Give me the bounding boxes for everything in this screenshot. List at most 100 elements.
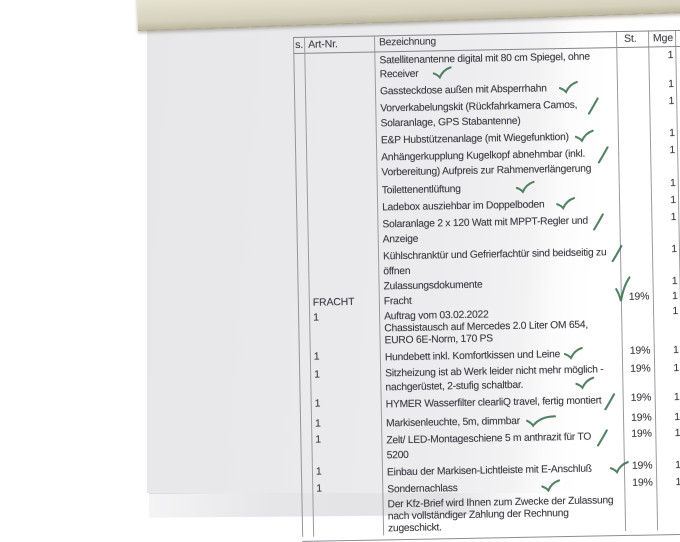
art-nr-cell: 1 [313, 479, 383, 497]
art-nr-cell [306, 99, 377, 132]
checkmark-icon [432, 66, 451, 79]
checkmark-icon [603, 393, 615, 410]
qty-cell: 1 [655, 342, 680, 360]
tax-cell: 19% [623, 360, 656, 390]
art-nr-cell: 1 [312, 394, 382, 415]
order-table: s. Art-Nr. Bezeichnung St. Mge Satellite… [293, 30, 680, 542]
qty-cell: 1 [656, 425, 680, 458]
tax-cell: 19% [624, 389, 656, 410]
pos-cell [301, 464, 313, 481]
pos-cell [300, 431, 313, 463]
header-pos: s. [293, 38, 305, 53]
header-edge [676, 31, 680, 46]
item-description: Kühlschranktür und Gefrierfachtür sind b… [379, 242, 622, 279]
art-nr-cell: 1 [312, 414, 382, 431]
art-nr-cell [307, 131, 377, 149]
tax-cell [621, 241, 654, 274]
table-row: Der Kfz-Brief wird Ihnen zum Zwecke der … [301, 491, 680, 537]
pos-cell [296, 216, 309, 248]
header-art-nr: Art-Nr. [305, 36, 375, 52]
item-description: Zelt/ LED-Montageschiene 5 m anthrazit f… [382, 426, 625, 463]
checkmark-icon [564, 347, 583, 360]
art-nr-cell: FRACHT [310, 293, 380, 309]
qty-cell: 1 [653, 241, 680, 274]
checkmark-icon [596, 429, 608, 446]
qty-cell: 1 [654, 303, 680, 343]
qty-cell: 1 [657, 474, 680, 492]
tax-cell [617, 47, 650, 77]
checkmark-icon [559, 81, 578, 94]
qty-cell: 1 [651, 142, 679, 175]
qty-cell: 1 [652, 192, 679, 210]
tax-cell [618, 77, 650, 95]
checkmark-icon [597, 147, 609, 164]
qty-cell: 1 [652, 175, 679, 193]
art-nr-cell: 1 [312, 430, 383, 463]
pos-cell [295, 149, 308, 181]
pos-cell [301, 481, 313, 498]
checkmark-icon [526, 414, 556, 428]
checkmark-icon [575, 376, 594, 389]
item-description: Satellitenantenne digital mit 80 cm Spie… [375, 48, 617, 82]
tax-cell [622, 304, 655, 344]
pos-cell [299, 349, 311, 366]
header-tax: St. [617, 31, 649, 47]
checkmark-icon [575, 130, 594, 143]
pos-cell [296, 181, 308, 198]
item-description: Anhängerkupplung Kugelkopf abnehmbar (in… [377, 144, 620, 181]
art-nr-cell [308, 214, 379, 247]
item-description: Solaranlage 2 x 120 Watt mit MPPT-Regler… [378, 210, 621, 247]
pos-cell [296, 198, 308, 215]
tax-cell [619, 126, 651, 144]
checkmark-icon [556, 197, 575, 210]
art-nr-cell: 1 [311, 348, 381, 366]
tax-cell [620, 209, 653, 242]
art-nr-cell [309, 278, 379, 294]
qty-cell: 1 [656, 409, 680, 426]
art-nr-cell [306, 82, 376, 100]
tax-cell [625, 491, 658, 531]
item-description: Vorverkabelungskit (Rückfahrkamera Camos… [376, 94, 619, 131]
art-nr-cell [307, 148, 378, 181]
table-edge-cell [676, 47, 680, 76]
pos-cell [294, 83, 306, 100]
tax-cell [620, 175, 652, 193]
pos-cell [301, 498, 314, 537]
tax-cell [618, 94, 651, 127]
art-nr-cell [305, 52, 376, 82]
checkmark-icon [516, 180, 535, 193]
qty-cell: 1 [656, 389, 680, 409]
document-page: s. Art-Nr. Bezeichnung St. Mge Satellite… [147, 6, 680, 493]
qty-cell: 1 [652, 209, 680, 242]
header-qty: Mge [649, 31, 676, 46]
checkmark-icon [541, 479, 560, 492]
qty-cell: 1 [657, 457, 680, 475]
pos-cell [298, 295, 310, 310]
art-nr-cell: 1 [311, 365, 382, 395]
art-nr-cell: 1 [310, 309, 381, 350]
tax-cell [620, 192, 652, 210]
pos-cell [297, 248, 310, 280]
qty-cell: 1 [654, 288, 680, 304]
pos-cell [297, 280, 309, 295]
pos-cell [295, 132, 307, 149]
art-nr-cell: 1 [313, 462, 383, 480]
art-nr-cell [308, 180, 378, 198]
qty-cell: 1 [649, 47, 677, 77]
qty-cell: 1 [655, 359, 680, 389]
qty-cell: 1 [651, 125, 678, 143]
checkmark-icon [587, 98, 599, 115]
qty-cell: 1 [653, 273, 680, 289]
tax-cell: 19% [625, 474, 657, 492]
pos-cell [294, 100, 307, 132]
pos-cell [293, 54, 306, 83]
tax-cell: 19% [624, 409, 656, 426]
table-rows: Satellitenantenne digital mit 80 cm Spie… [293, 47, 680, 542]
item-description: Der Kfz-Brief wird Ihnen zum Zwecke der … [383, 492, 626, 536]
pos-cell [300, 395, 312, 415]
art-nr-cell [309, 246, 380, 279]
pos-cell [298, 310, 311, 349]
qty-cell [657, 491, 680, 531]
